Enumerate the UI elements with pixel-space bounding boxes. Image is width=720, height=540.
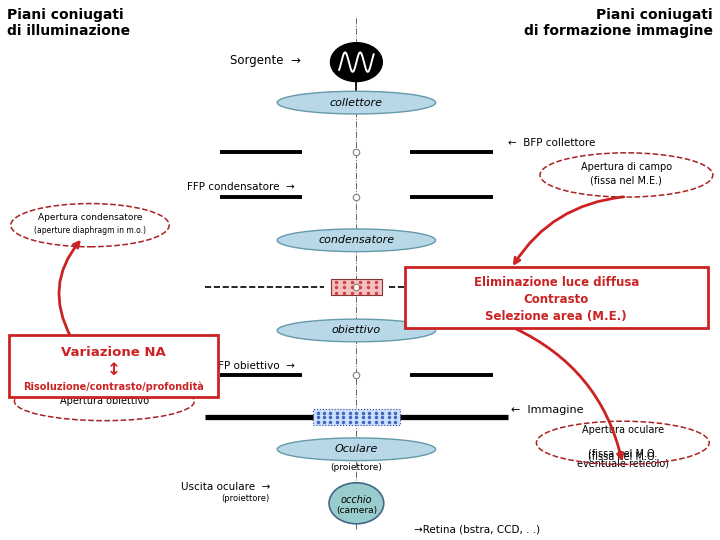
Text: ↕: ↕ [107, 361, 120, 379]
Text: (aperture diaphragm in m.o.): (aperture diaphragm in m.o.) [34, 226, 146, 235]
Text: Apertura di campo: Apertura di campo [581, 162, 672, 172]
Bar [313, 409, 400, 425]
Text: Variazione NA: Variazione NA [61, 346, 166, 359]
Text: ←  Oggetto: ← Oggetto [511, 282, 573, 292]
Text: obiettivo: obiettivo [332, 326, 381, 335]
Point [351, 283, 362, 292]
Text: Uscita oculare  →: Uscita oculare → [181, 482, 270, 492]
FancyBboxPatch shape [405, 267, 708, 328]
Ellipse shape [277, 438, 436, 461]
Text: collettore: collettore [330, 98, 383, 107]
Text: (fissa nel M.E.): (fissa nel M.E.) [590, 176, 662, 186]
Text: Risoluzione/contrasto/profondità: Risoluzione/contrasto/profondità [23, 381, 204, 392]
FancyBboxPatch shape [9, 335, 218, 397]
Circle shape [330, 43, 382, 82]
Text: occhio: occhio [341, 495, 372, 505]
Bar [331, 279, 382, 295]
Text: Apertura oculare: Apertura oculare [582, 426, 664, 435]
Text: Sorgente  →: Sorgente → [230, 54, 301, 67]
Text: eventuale reticolo): eventuale reticolo) [577, 458, 669, 468]
Text: ←  Immagine: ← Immagine [511, 406, 584, 415]
Text: Piani coniugati
di formazione immagine: Piani coniugati di formazione immagine [523, 8, 713, 38]
Ellipse shape [277, 229, 436, 252]
Text: (camera): (camera) [336, 506, 377, 515]
Text: (fissa nel M.O.: (fissa nel M.O. [588, 449, 657, 458]
Text: Contrasto: Contrasto [523, 293, 589, 306]
Text: Apertura obiettivo: Apertura obiettivo [60, 396, 149, 406]
Text: Apertura condensatore: Apertura condensatore [37, 213, 143, 221]
Ellipse shape [277, 319, 436, 342]
Text: Selezione area (M.E.): Selezione area (M.E.) [485, 310, 627, 323]
Point [351, 371, 362, 380]
Text: Eliminazione luce diffusa: Eliminazione luce diffusa [474, 276, 639, 289]
Text: BFP obiettivo  →: BFP obiettivo → [212, 361, 295, 370]
Text: condensatore: condensatore [318, 235, 395, 245]
Text: (proiettore): (proiettore) [330, 463, 382, 472]
Text: ←  BFP collettore: ← BFP collettore [508, 138, 595, 147]
Point [351, 148, 362, 157]
Circle shape [329, 483, 384, 524]
Text: FFP condensatore  →: FFP condensatore → [187, 183, 295, 192]
Point [351, 193, 362, 201]
Text: Oculare: Oculare [335, 444, 378, 454]
Text: (fissa nel M.O.: (fissa nel M.O. [588, 451, 657, 461]
Text: Piani coniugati
di illuminazione: Piani coniugati di illuminazione [7, 8, 130, 38]
Ellipse shape [277, 91, 436, 114]
Text: →Retina (bstra, CCD, . .): →Retina (bstra, CCD, . .) [414, 524, 540, 534]
Text: (proiettore): (proiettore) [222, 495, 270, 503]
